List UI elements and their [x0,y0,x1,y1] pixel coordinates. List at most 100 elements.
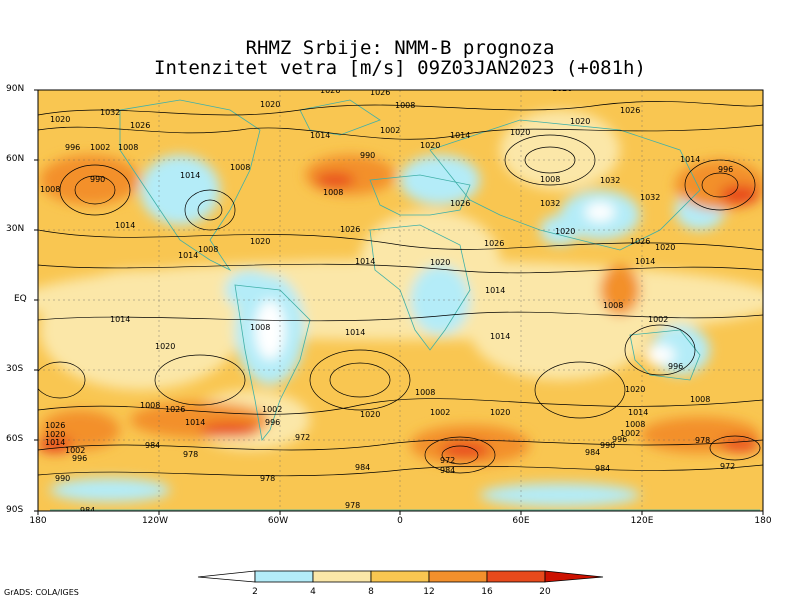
isobar-label: 1014 [180,171,200,180]
isobar-label: 1014 [45,438,65,447]
isobar-label: 1008 [323,188,343,197]
isobar-label: 978 [695,436,710,445]
lat-label: EQ [14,294,27,304]
isobar-label: 990 [90,175,105,184]
isobar-label: 1020 [490,408,510,417]
colorbar-swatch [544,570,604,583]
isobar-label: 1020 [260,100,280,109]
isobar-label: 990 [55,474,70,483]
isobar-label: 996 [612,435,627,444]
isobar-label: 1026 [320,86,340,95]
isobar-label: 1020 [655,243,675,252]
isobar-label: 1008 [140,401,160,410]
isobar-label: 1026 [165,405,185,414]
isobar-label: 996 [65,143,80,152]
isobar-label: 1008 [118,143,138,152]
lat-label: 60S [6,434,24,444]
lon-label: 180 [754,516,772,526]
isobar-label: 1014 [490,332,510,341]
isobar-label: 1002 [262,405,282,414]
isobar-label: 1014 [178,251,198,260]
colorbar-label: 16 [481,587,493,597]
chart-subtitle: Intenzitet vetra [m/s] 09Z03JAN2023 (+08… [154,57,646,79]
isobar-label: 1014 [310,131,330,140]
isobar-label: 1020 [250,237,270,246]
wind-field: 1032 1032 1020 1026 1020 1026 1014 1008 … [38,86,763,515]
isobar-label: 1026 [450,199,470,208]
isobar-label: 984 [145,441,160,450]
isobar-label: 1014 [115,221,135,230]
isobar-label: 972 [440,456,455,465]
isobar-label: 978 [260,474,275,483]
isobar-label: 1032 [540,199,560,208]
chart-title: RHMZ Srbije: NMM-B prognoza [245,37,555,59]
colorbar-swatch [312,570,372,583]
isobar-label: 996 [265,418,280,427]
isobar-label: 1008 [603,301,623,310]
colorbar-swatch [197,570,256,583]
isobar-label: 1014 [680,155,700,164]
lat-label: 30S [6,364,24,374]
isobar-label: 1008 [40,185,60,194]
isobar-label: 978 [345,501,360,510]
isobar-label: 1002 [65,446,85,455]
isobar-label: 1014 [355,257,375,266]
isobar-label: 1008 [690,395,710,404]
isobar-label: 1008 [198,245,218,254]
colorbar-label: 20 [539,587,551,597]
isobar-label: 1002 [90,143,110,152]
isobar-label: 972 [720,462,735,471]
isobar-label: 984 [440,466,455,475]
isobar-label: 1014 [485,286,505,295]
axis-ticks [34,89,764,515]
colorbar-label: 8 [368,587,374,597]
isobar-label: 1020 [555,227,575,236]
isobar-label: 1014 [110,315,130,324]
lat-label: 60N [6,154,25,164]
isobar-label: 1020 [45,430,65,439]
isobar-label: 1014 [635,257,655,266]
isobar-label: 996 [668,362,683,371]
lon-label: 60W [267,516,289,526]
isobar-labels: 1032 1032 1020 1026 1020 1026 1014 1008 … [40,86,735,515]
isobar-label: 984 [585,448,600,457]
isobar-label: 1008 [395,101,415,110]
lon-label: 60E [512,516,530,526]
colorbar-swatch [254,570,314,583]
isobar-label: 1008 [540,175,560,184]
isobar-label: 1008 [625,420,645,429]
isobar-label: 1026 [370,88,390,97]
isobar-label: 1020 [420,141,440,150]
isobar-label: 1020 [570,117,590,126]
isobar-label: 1026 [630,237,650,246]
isobar-label: 1020 [430,258,450,267]
isobar-label: 1020 [510,128,530,137]
isobar-label: 990 [360,151,375,160]
isobar-label: 984 [80,506,95,515]
lon-label: 120W [141,516,169,526]
isobar-label: 1032 [640,193,660,202]
isobar-label: 1026 [340,225,360,234]
isobar-label: 1032 [600,176,620,185]
isobar-label: 1002 [648,315,668,324]
grads-credit: GrADS: COLA/IGES [4,588,79,597]
isobar-label: 1026 [484,239,504,248]
isobar-label: 984 [595,464,610,473]
isobar-label: 1014 [185,418,205,427]
isobar-label: 1008 [250,323,270,332]
lat-label: 30N [6,224,25,234]
isobar-label: 1014 [628,408,648,417]
colorbar [197,570,604,583]
isobar-label: 1002 [620,429,640,438]
isobar-label: 1020 [50,115,70,124]
lat-label: 90S [6,505,24,515]
lon-label: 120E [630,516,654,526]
graticule [38,90,763,511]
lat-label: 90N [6,84,25,94]
isobar-label: 1002 [380,126,400,135]
isobar-label: 1014 [450,131,470,140]
colorbar-swatch [486,570,546,583]
colorbar-label: 12 [423,587,435,597]
isobar-label: 1020 [625,385,645,394]
